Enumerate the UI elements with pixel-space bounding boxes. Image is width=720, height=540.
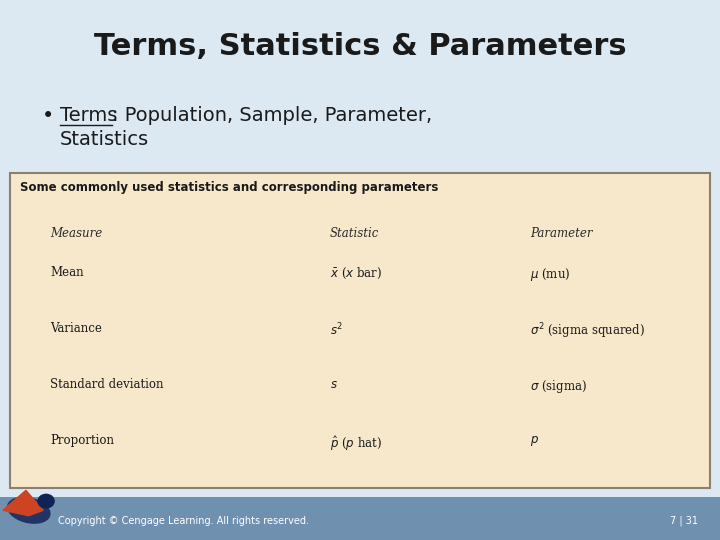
Text: $s^2$: $s^2$ [330, 322, 343, 339]
Text: 7 | 31: 7 | 31 [670, 515, 698, 526]
Text: $\bar{x}$ ($x$ bar): $\bar{x}$ ($x$ bar) [330, 266, 382, 281]
Text: $s$: $s$ [330, 378, 338, 391]
Text: Variance: Variance [50, 322, 102, 335]
Text: $\mu$ (mu): $\mu$ (mu) [530, 266, 570, 282]
Text: Copyright © Cengage Learning. All rights reserved.: Copyright © Cengage Learning. All rights… [58, 516, 309, 525]
Text: Statistics: Statistics [60, 130, 149, 148]
Text: $\sigma^2$ (sigma squared): $\sigma^2$ (sigma squared) [530, 322, 645, 341]
Text: $\sigma$ (sigma): $\sigma$ (sigma) [530, 378, 587, 395]
Polygon shape [3, 490, 43, 516]
Text: Measure: Measure [50, 227, 102, 240]
Text: : Population, Sample, Parameter,: : Population, Sample, Parameter, [112, 106, 432, 125]
Text: Some commonly used statistics and corresponding parameters: Some commonly used statistics and corres… [20, 181, 438, 194]
Text: Mean: Mean [50, 266, 84, 279]
FancyBboxPatch shape [0, 497, 720, 540]
Text: $\hat{p}$ ($p$ hat): $\hat{p}$ ($p$ hat) [330, 434, 382, 453]
Text: Proportion: Proportion [50, 434, 114, 447]
Ellipse shape [8, 497, 50, 523]
Text: Parameter: Parameter [530, 227, 593, 240]
Ellipse shape [38, 495, 54, 508]
Text: Standard deviation: Standard deviation [50, 378, 163, 391]
FancyBboxPatch shape [10, 173, 710, 488]
Text: •: • [42, 106, 54, 126]
Text: Terms: Terms [60, 106, 117, 125]
Text: Terms, Statistics & Parameters: Terms, Statistics & Parameters [94, 32, 626, 62]
Text: Statistic: Statistic [330, 227, 379, 240]
Text: $p$: $p$ [530, 434, 539, 448]
